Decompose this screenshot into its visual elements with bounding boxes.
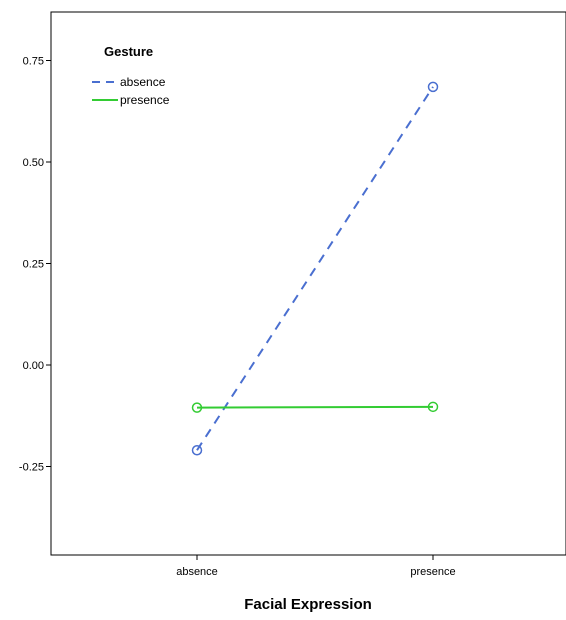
y-tick-label: -0.25 (19, 462, 44, 474)
x-tick-label: presence (410, 566, 455, 578)
legend-title: Gesture (104, 44, 153, 59)
series-line (196, 86, 434, 451)
y-tick-label: 0.75 (23, 56, 44, 68)
legend-item: presence (92, 93, 170, 107)
y-axis: 0.75 0.50 0.25 0.00 -0.25 (19, 56, 51, 474)
data-point (427, 81, 439, 93)
y-tick-label: 0.00 (23, 360, 44, 372)
series-presence (191, 401, 439, 413)
y-tick-label: 0.25 (23, 259, 44, 271)
series-layer (191, 81, 439, 456)
data-point (191, 402, 203, 413)
legend-item: absence (92, 75, 166, 89)
plot-frame (50, 11, 566, 556)
data-point (191, 445, 203, 456)
legend-label: absence (120, 75, 166, 89)
series-absence (191, 81, 439, 456)
x-axis-title: Facial Expression (244, 596, 372, 613)
legend: Gesture absence presence (92, 44, 170, 107)
x-tick-label: absence (176, 566, 218, 578)
data-point (427, 401, 439, 413)
series-line (196, 405, 434, 409)
x-axis: absence presence (176, 555, 456, 578)
y-tick-label: 0.50 (23, 157, 44, 169)
legend-items: absence presence (92, 75, 170, 107)
legend-label: presence (120, 93, 170, 107)
